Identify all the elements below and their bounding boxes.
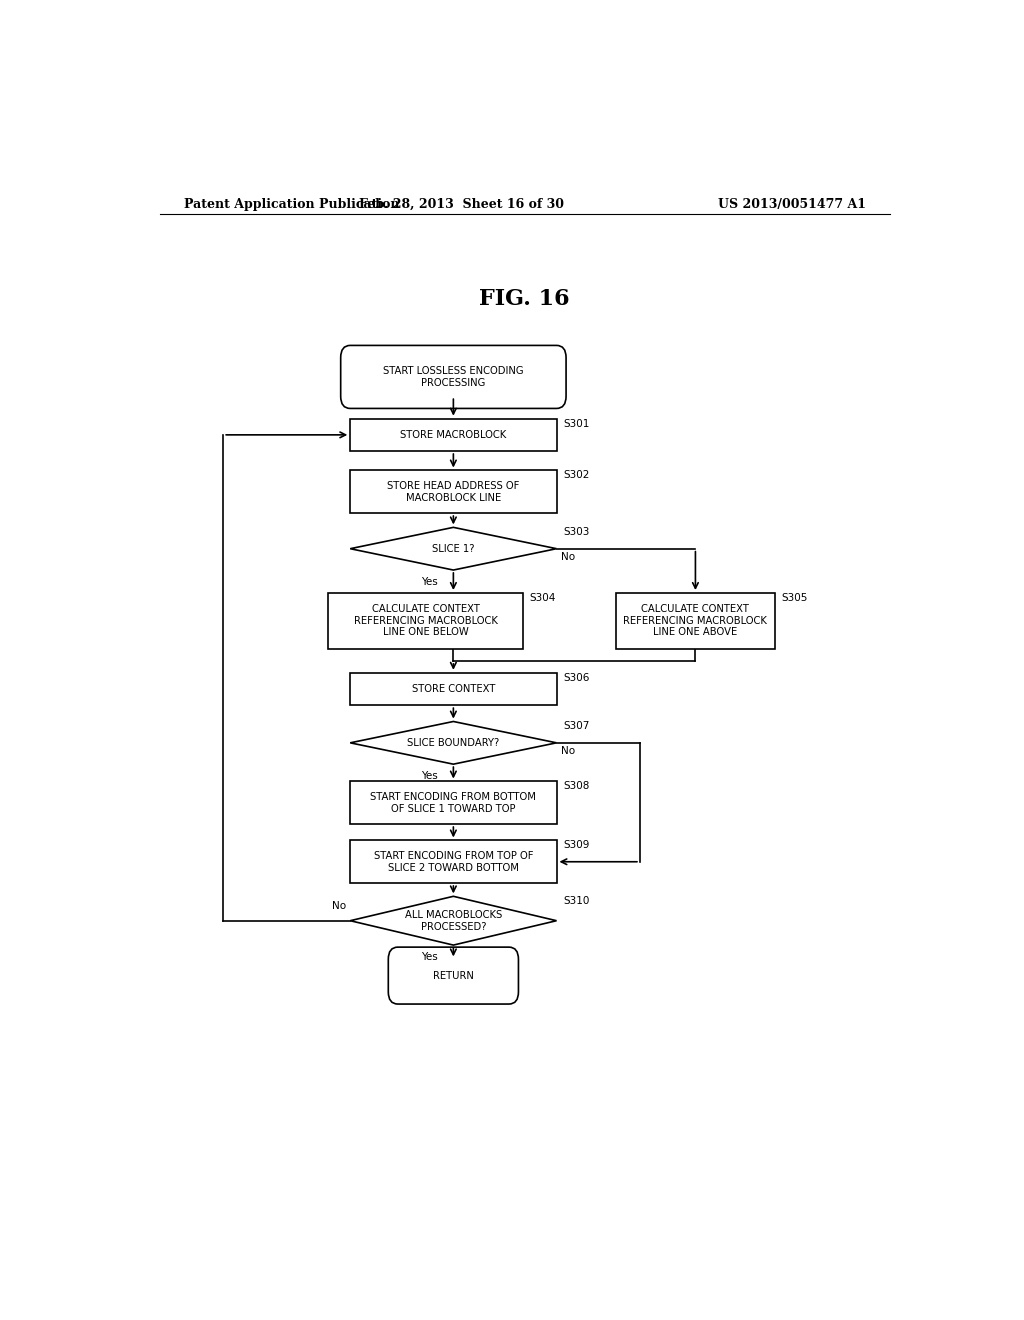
Bar bbox=[329, 593, 523, 649]
Text: S305: S305 bbox=[781, 593, 808, 603]
Text: CALCULATE CONTEXT
REFERENCING MACROBLOCK
LINE ONE BELOW: CALCULATE CONTEXT REFERENCING MACROBLOCK… bbox=[353, 605, 498, 638]
Bar bbox=[350, 418, 557, 451]
Text: No: No bbox=[560, 746, 574, 756]
Text: START LOSSLESS ENCODING
PROCESSING: START LOSSLESS ENCODING PROCESSING bbox=[383, 366, 523, 388]
Text: SLICE 1?: SLICE 1? bbox=[432, 544, 475, 553]
Text: S308: S308 bbox=[563, 781, 589, 792]
Text: START ENCODING FROM TOP OF
SLICE 2 TOWARD BOTTOM: START ENCODING FROM TOP OF SLICE 2 TOWAR… bbox=[374, 851, 534, 873]
Text: S310: S310 bbox=[563, 896, 589, 907]
Text: Yes: Yes bbox=[421, 577, 437, 587]
Polygon shape bbox=[350, 896, 557, 945]
Text: ALL MACROBLOCKS
PROCESSED?: ALL MACROBLOCKS PROCESSED? bbox=[404, 909, 502, 932]
Bar bbox=[350, 470, 557, 513]
Text: S303: S303 bbox=[563, 528, 589, 537]
Text: STORE HEAD ADDRESS OF
MACROBLOCK LINE: STORE HEAD ADDRESS OF MACROBLOCK LINE bbox=[387, 480, 519, 503]
FancyBboxPatch shape bbox=[341, 346, 566, 408]
Text: Yes: Yes bbox=[421, 771, 437, 781]
Text: Patent Application Publication: Patent Application Publication bbox=[183, 198, 399, 211]
Text: S306: S306 bbox=[563, 673, 589, 682]
Text: SLICE BOUNDARY?: SLICE BOUNDARY? bbox=[408, 738, 500, 748]
Text: S304: S304 bbox=[529, 593, 556, 603]
Text: No: No bbox=[332, 900, 346, 911]
Bar bbox=[350, 841, 557, 883]
Polygon shape bbox=[350, 722, 557, 764]
Text: US 2013/0051477 A1: US 2013/0051477 A1 bbox=[718, 198, 866, 211]
Text: Yes: Yes bbox=[421, 952, 437, 962]
Bar bbox=[616, 593, 775, 649]
Text: FIG. 16: FIG. 16 bbox=[479, 288, 570, 310]
Text: S309: S309 bbox=[563, 841, 589, 850]
FancyBboxPatch shape bbox=[388, 948, 518, 1005]
Bar bbox=[350, 781, 557, 824]
Text: START ENCODING FROM BOTTOM
OF SLICE 1 TOWARD TOP: START ENCODING FROM BOTTOM OF SLICE 1 TO… bbox=[371, 792, 537, 813]
Text: S307: S307 bbox=[563, 722, 589, 731]
Text: STORE MACROBLOCK: STORE MACROBLOCK bbox=[400, 430, 507, 440]
Polygon shape bbox=[350, 528, 557, 570]
Bar bbox=[350, 673, 557, 705]
Text: STORE CONTEXT: STORE CONTEXT bbox=[412, 684, 495, 694]
Text: CALCULATE CONTEXT
REFERENCING MACROBLOCK
LINE ONE ABOVE: CALCULATE CONTEXT REFERENCING MACROBLOCK… bbox=[624, 605, 767, 638]
Text: S301: S301 bbox=[563, 418, 589, 429]
Text: No: No bbox=[560, 552, 574, 562]
Text: S302: S302 bbox=[563, 470, 589, 480]
Text: Feb. 28, 2013  Sheet 16 of 30: Feb. 28, 2013 Sheet 16 of 30 bbox=[358, 198, 564, 211]
Text: RETURN: RETURN bbox=[433, 970, 474, 981]
